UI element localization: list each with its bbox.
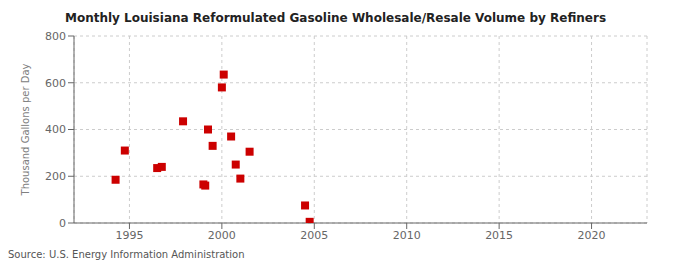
svg-text:600: 600 [45,77,66,90]
html-text:Source: U.S. Energy Informatio: Source: U.S. Energy Information Administ… [8,249,245,260]
svg-text:2015: 2015 [485,229,513,242]
svg-text:2010: 2010 [393,229,421,242]
svg-text:1995: 1995 [115,229,143,242]
svg-text:2000: 2000 [208,229,236,242]
svg-text:0: 0 [59,217,66,230]
svg-text:800: 800 [45,30,66,43]
svg-text:Thousand Gallons per Day: Thousand Gallons per Day [20,63,31,196]
html-text:Monthly Louisiana Reformulated: Monthly Louisiana Reformulated Gasoline … [65,11,606,25]
svg-text:400: 400 [45,123,66,136]
svg-text:2020: 2020 [578,229,606,242]
svg-text:2005: 2005 [300,229,328,242]
svg-text:200: 200 [45,170,66,183]
